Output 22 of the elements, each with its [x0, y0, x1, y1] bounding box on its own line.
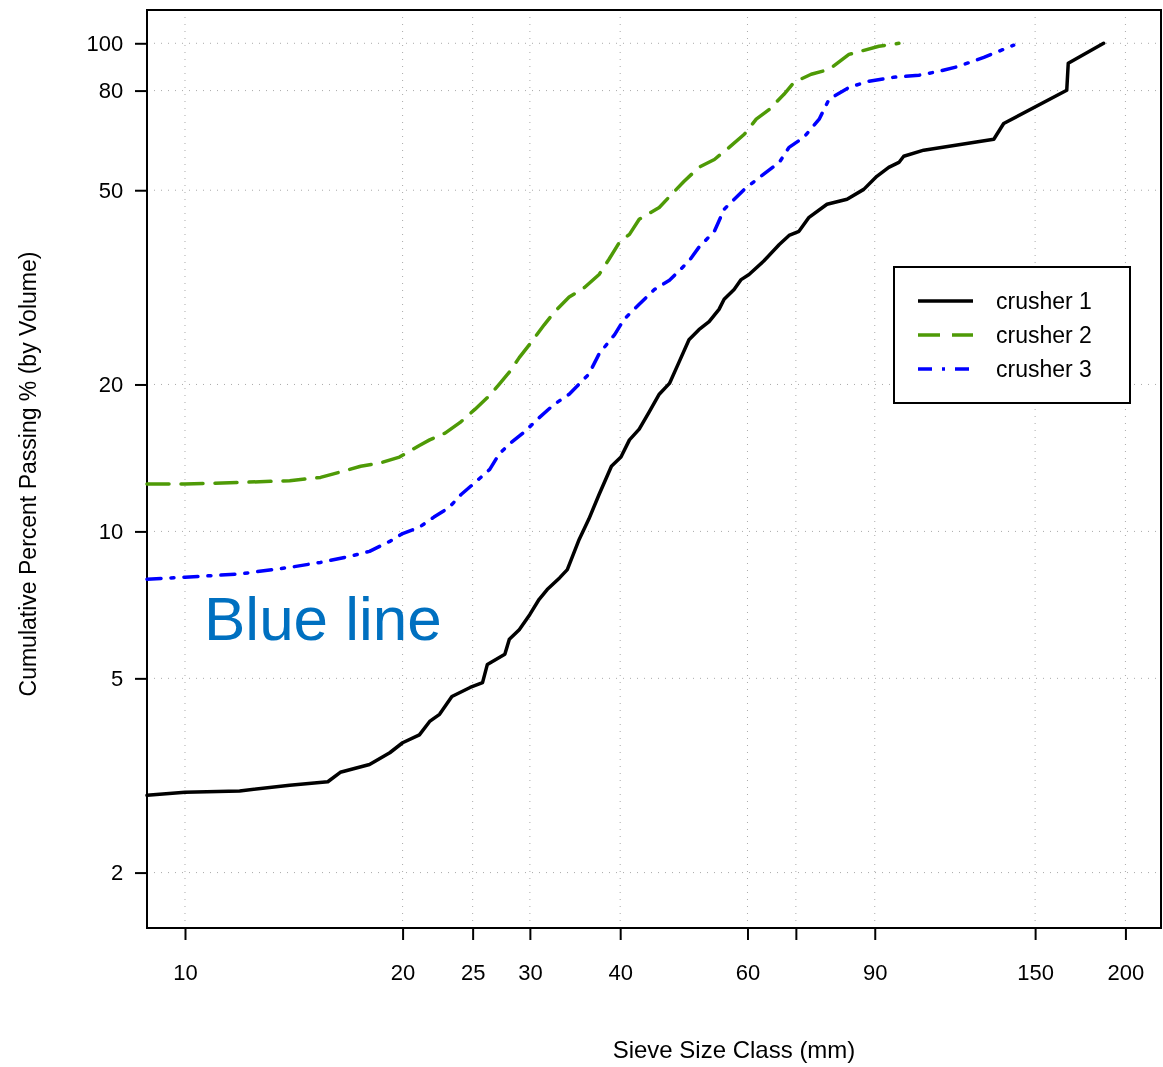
- x-tick-label: 90: [863, 960, 888, 986]
- x-tick-label: 200: [1107, 960, 1145, 986]
- x-tick-label: 30: [518, 960, 543, 986]
- legend-label: crusher 1: [996, 288, 1092, 314]
- y-tick-label: 2: [110, 860, 124, 886]
- x-tick-label: 20: [390, 960, 416, 986]
- x-tick-label: 10: [173, 960, 198, 986]
- legend-label: crusher 3: [996, 356, 1092, 382]
- x-tick-label: 60: [735, 960, 761, 986]
- x-tick-label: 40: [608, 960, 633, 986]
- x-axis-title: Sieve Size Class (mm): [612, 1036, 856, 1063]
- y-tick-label: 100: [86, 30, 124, 56]
- y-tick-label: 50: [98, 177, 124, 203]
- y-tick-label: 80: [98, 78, 124, 104]
- y-tick-label: 20: [98, 372, 124, 398]
- x-tick-label: 150: [1017, 960, 1054, 986]
- y-tick-label: 10: [98, 518, 124, 544]
- x-tick-label: 25: [460, 960, 486, 986]
- y-axis-title: Cumulative Percent Passing % (by Volume): [15, 251, 41, 697]
- legend-label: crusher 2: [996, 322, 1092, 348]
- annotation: Blue line: [204, 584, 442, 653]
- y-tick-label: 5: [110, 665, 124, 691]
